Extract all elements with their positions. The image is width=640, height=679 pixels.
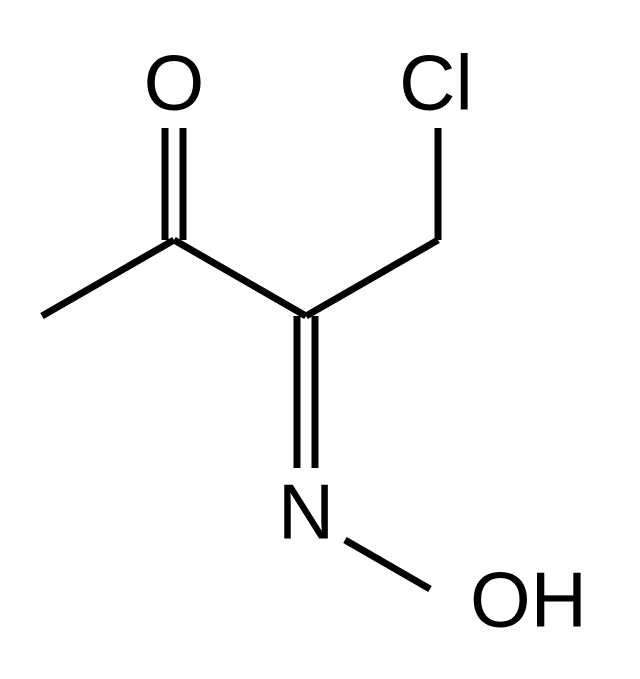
atom-label-N: N bbox=[278, 468, 334, 556]
atom-label-OH: OH bbox=[470, 556, 587, 644]
bonds bbox=[42, 128, 438, 589]
atom-label-Cl: Cl bbox=[399, 39, 473, 127]
molecule-structure: O Cl N OH bbox=[0, 0, 640, 679]
bond bbox=[306, 240, 438, 316]
bond bbox=[174, 240, 306, 316]
bond bbox=[345, 540, 430, 589]
atom-label-O_ketone: O bbox=[144, 39, 205, 127]
bond bbox=[42, 240, 174, 316]
